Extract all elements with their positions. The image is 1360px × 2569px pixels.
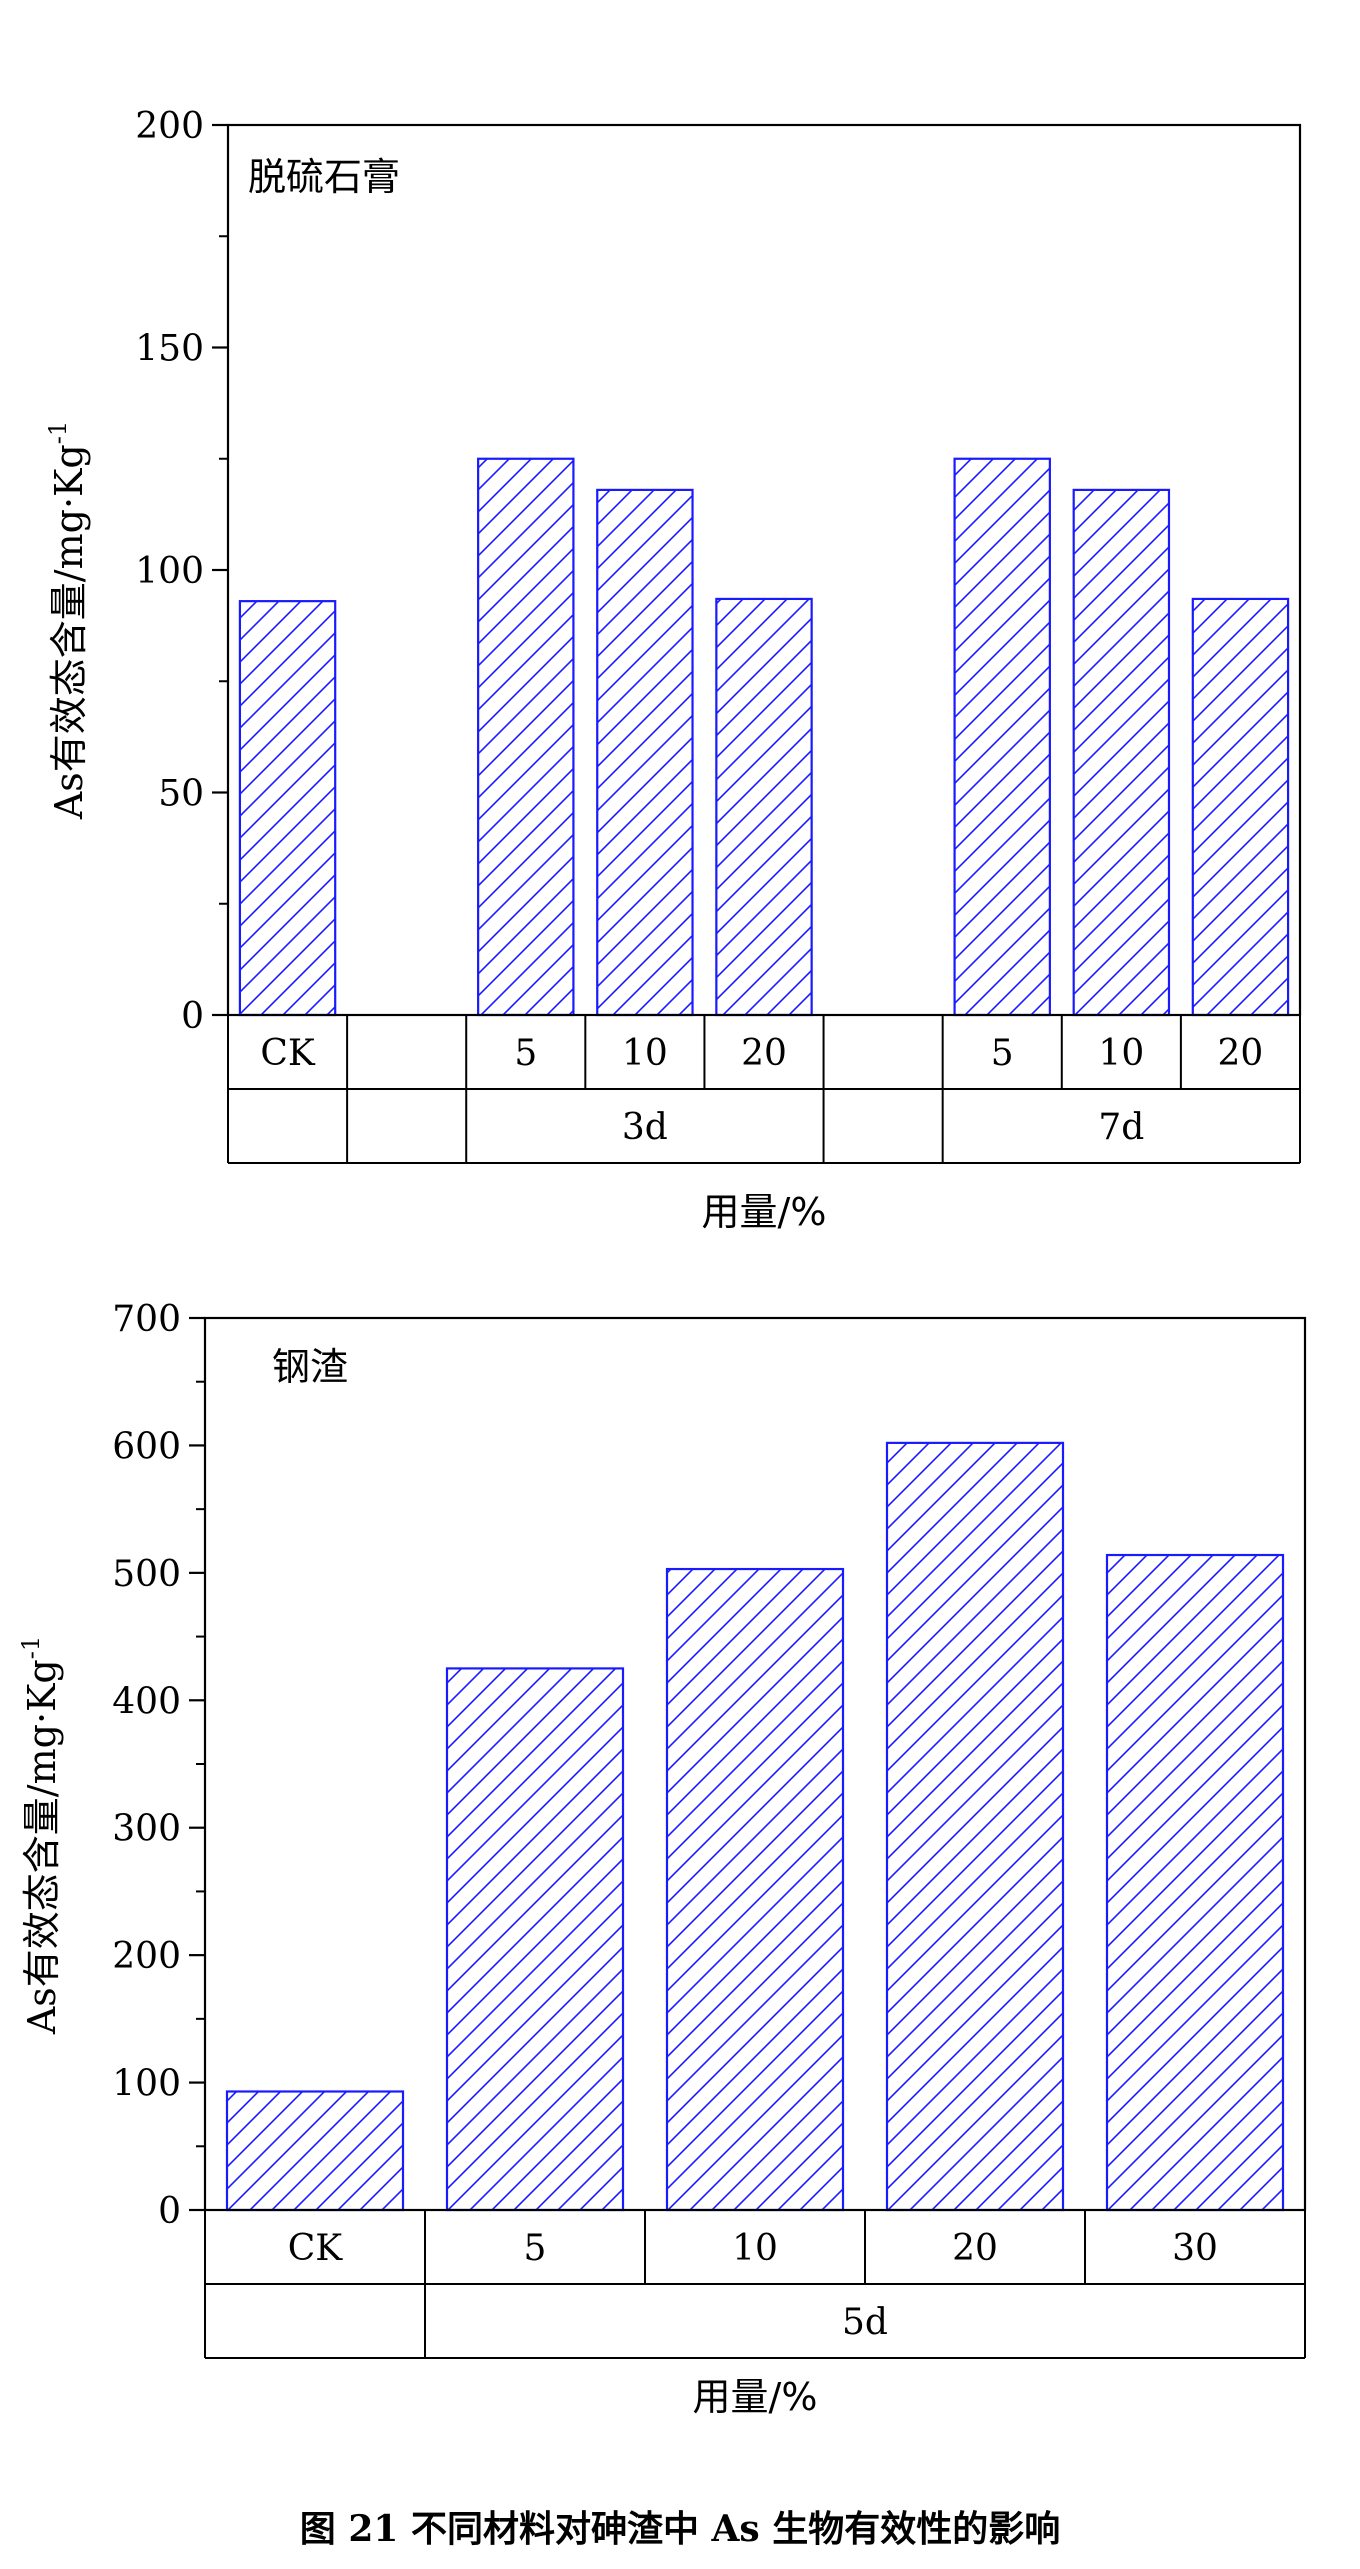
bar-20-8 — [1191, 597, 1290, 1017]
y-tick-label: 0 — [181, 996, 204, 1037]
x-axis-title: 用量/% — [693, 2375, 818, 2419]
y-tick-label: 150 — [135, 329, 204, 370]
x-group-label: 3d — [622, 1107, 668, 1148]
y-tick-label: 700 — [112, 1299, 181, 1340]
bar-5-2 — [477, 457, 575, 1017]
bar-20-4 — [715, 597, 813, 1017]
y-tick-label: 100 — [135, 551, 204, 592]
x-category-label: 10 — [622, 1033, 668, 1074]
x-category-label: 30 — [1172, 2228, 1218, 2269]
x-group-label: 7d — [1098, 1107, 1144, 1148]
figure-caption: 图 21 不同材料对砷渣中 As 生物有效性的影响 — [299, 2508, 1061, 2550]
x-category-label: 20 — [741, 1033, 787, 1074]
y-tick-label: 50 — [158, 774, 204, 815]
bar-20-3 — [885, 1441, 1065, 2212]
x-category-label: 5 — [524, 2228, 547, 2269]
x-category-label: 10 — [1098, 1033, 1144, 1074]
chart-title: 脱硫石膏 — [248, 155, 400, 199]
x-category-label: 5 — [514, 1033, 537, 1074]
x-category-label: CK — [288, 2228, 344, 2269]
bar-10-2 — [665, 1567, 845, 2212]
y-tick-label: 100 — [112, 2064, 181, 2105]
y-tick-label: 200 — [135, 106, 204, 147]
bar-CK-0 — [238, 600, 337, 1017]
y-tick-label: 300 — [112, 1809, 181, 1850]
x-group-label: 5d — [842, 2302, 888, 2343]
x-category-label: 20 — [952, 2228, 998, 2269]
y-tick-label: 400 — [112, 1681, 181, 1722]
x-category-label: 20 — [1218, 1033, 1264, 1074]
y-axis-title: As有效态含量/mg·Kg-1 — [17, 1636, 64, 2035]
chart-steel-slag: 0 100 200 300 400 500 600 700 CK 5 10 20 30 5d 用量/% As有… — [17, 1299, 1307, 2419]
bar-CK-0 — [225, 2090, 405, 2212]
bar-10-7 — [1072, 488, 1171, 1017]
bar-5-6 — [953, 457, 1051, 1017]
y-tick-label: 0 — [158, 2191, 181, 2232]
chart-title: 钢渣 — [272, 1345, 348, 1389]
chart-desulfurized-gypsum: 0 50 100 150 200 CK 5 10 20 5 10 20 3d 7d 用量/% As有效态含量/… — [44, 106, 1302, 1234]
x-category-label: 5 — [991, 1033, 1014, 1074]
y-tick-label: 200 — [112, 1936, 181, 1977]
bar-30-4 — [1105, 1553, 1285, 2212]
x-category-label: 10 — [732, 2228, 778, 2269]
y-axis-title: As有效态含量/mg·Kg-1 — [44, 421, 91, 820]
y-tick-label: 500 — [112, 1554, 181, 1595]
y-tick-label: 600 — [112, 1426, 181, 1467]
x-axis-title: 用量/% — [702, 1190, 827, 1234]
bar-5-1 — [445, 1667, 625, 2212]
x-category-label: CK — [260, 1033, 316, 1074]
bar-10-3 — [596, 488, 694, 1017]
